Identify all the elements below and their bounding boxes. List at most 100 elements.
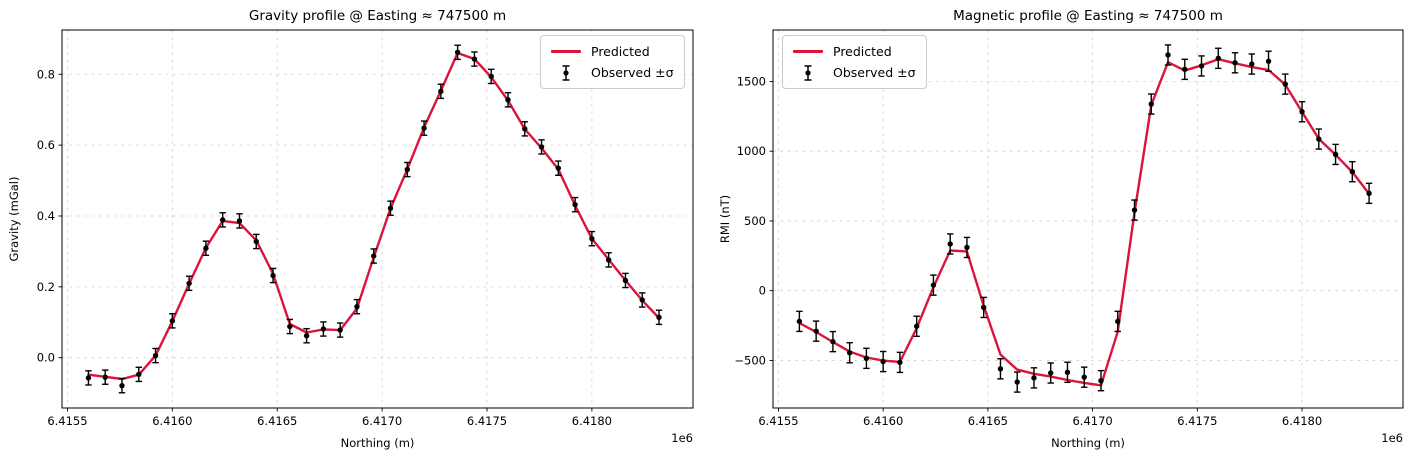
x-axis: 6.4155 6.4160 6.4165 6.4170 6.4175 6.4180 1e6 N… xyxy=(47,408,693,450)
x-tick-label: 6.4165 xyxy=(968,414,1008,428)
chart: 6.4155 6.4160 6.4165 6.4170 6.4175 6.4180 1e6 N… xyxy=(718,8,1404,450)
x-axis: 6.4155 6.4160 6.4165 6.4170 6.4175 6.4180 1e6 N… xyxy=(758,408,1403,450)
y-tick-label: 0 xyxy=(759,284,766,298)
x-tick-label: 6.4155 xyxy=(758,414,798,428)
observed-point xyxy=(1014,379,1020,385)
observed-point xyxy=(186,280,192,286)
y-tick-label: 1000 xyxy=(737,144,766,158)
y-tick-label: 500 xyxy=(744,214,766,228)
observed-point xyxy=(1282,81,1288,87)
observed-point xyxy=(1081,374,1087,380)
observed-point xyxy=(897,359,903,366)
legend-errorbar-marker-icon xyxy=(791,64,825,82)
observed-point xyxy=(236,218,243,224)
observed-point xyxy=(830,338,836,345)
observed-point xyxy=(438,88,444,94)
observed-point xyxy=(1198,63,1205,69)
y-tick-label: 0.6 xyxy=(37,138,55,152)
observed-point xyxy=(964,244,970,251)
observed-point xyxy=(203,245,209,251)
observed-point xyxy=(1265,58,1272,64)
observed-point xyxy=(354,303,360,310)
observed-point xyxy=(85,375,92,381)
observed-point xyxy=(253,238,259,245)
legend-entry-observed: Observed ±σ xyxy=(549,62,674,83)
legend-entry-predicted: Predicted xyxy=(791,41,916,62)
observed-point xyxy=(136,371,142,378)
observed-point xyxy=(1115,318,1121,325)
observed-point xyxy=(152,352,159,359)
observed-point xyxy=(454,49,461,56)
observed-point xyxy=(404,166,410,173)
legend-errorbar-marker-icon xyxy=(549,64,583,82)
x-tick-label: 6.4155 xyxy=(47,414,87,428)
observed-point xyxy=(387,205,394,211)
legend-label-predicted: Predicted xyxy=(833,44,892,59)
observed-point xyxy=(1148,101,1154,107)
observed-point xyxy=(488,73,494,80)
x-tick-label: 6.4165 xyxy=(257,414,297,428)
observed-point xyxy=(303,333,310,339)
x-axis-label: Northing (m) xyxy=(1051,436,1125,450)
x-axis-label: Northing (m) xyxy=(341,436,415,450)
plot-border xyxy=(772,29,1404,409)
observed-point xyxy=(471,56,478,62)
observed-point xyxy=(287,323,293,330)
observed-point xyxy=(1299,109,1305,115)
y-tick-label: 0.2 xyxy=(37,280,55,294)
observed-point xyxy=(538,144,545,150)
chart-title: Gravity profile @ Easting ≈ 747500 m xyxy=(249,8,506,24)
legend-label-predicted: Predicted xyxy=(591,44,650,59)
chart-title: Magnetic profile @ Easting ≈ 747500 m xyxy=(953,8,1223,24)
legend-magnetic: Predicted Observed ±σ xyxy=(782,35,927,89)
x-tick-label: 6.4180 xyxy=(1282,414,1322,428)
chart: 6.4155 6.4160 6.4165 6.4170 6.4175 6.4180 1e6 N… xyxy=(7,8,694,450)
observed-point xyxy=(1349,169,1356,175)
observed-point xyxy=(1232,60,1238,66)
observed-point xyxy=(605,257,612,263)
legend-entry-predicted: Predicted xyxy=(549,41,674,62)
plot-border xyxy=(61,29,694,409)
observed-point xyxy=(813,328,819,334)
observed-point xyxy=(997,366,1004,372)
observed-point xyxy=(880,358,886,365)
observed-point xyxy=(1249,61,1255,67)
observed-point xyxy=(371,253,377,259)
y-tick-label: 0.0 xyxy=(37,351,55,365)
observed-point xyxy=(796,318,803,325)
x-tick-label: 6.4160 xyxy=(863,414,903,428)
observed-point xyxy=(947,241,953,247)
observed-point xyxy=(1031,375,1037,381)
y-axis-label: RMI (nT) xyxy=(718,195,732,243)
observed-point xyxy=(622,277,629,284)
y-tick-label: 1500 xyxy=(737,74,766,88)
observed-point xyxy=(1215,55,1221,62)
x-tick-label: 6.4170 xyxy=(362,414,402,428)
y-tick-label: 0.8 xyxy=(37,67,55,81)
observed-point xyxy=(1366,190,1372,197)
y-axis: −500 0 500 1000 1500 RMI (nT) xyxy=(718,74,773,367)
y-axis-label: Gravity (mGal) xyxy=(7,177,21,262)
observed-point xyxy=(913,323,920,329)
observed-point xyxy=(337,327,343,333)
observed-point xyxy=(639,297,645,303)
legend-line-marker xyxy=(791,50,825,53)
observed-point xyxy=(930,282,937,288)
observed-point xyxy=(589,235,595,242)
observed-point xyxy=(320,326,327,332)
legend-gravity: Predicted Observed ±σ xyxy=(540,35,685,89)
x-tick-label: 6.4175 xyxy=(1177,414,1217,428)
legend-line-marker xyxy=(549,50,583,53)
observed-point xyxy=(846,350,853,356)
observed-point xyxy=(656,314,662,321)
observed-point xyxy=(505,97,511,103)
observed-point xyxy=(1332,151,1339,158)
observed-errorbars xyxy=(85,44,663,394)
legend-label-observed: Observed ±σ xyxy=(591,65,674,80)
x-tick-label: 6.4170 xyxy=(1072,414,1112,428)
x-axis-offset-label: 1e6 xyxy=(671,431,693,445)
observed-point xyxy=(522,126,528,132)
x-axis-offset-label: 1e6 xyxy=(1381,431,1403,445)
y-axis: 0.0 0.2 0.4 0.6 0.8 Gravity (mGal) xyxy=(7,67,62,365)
